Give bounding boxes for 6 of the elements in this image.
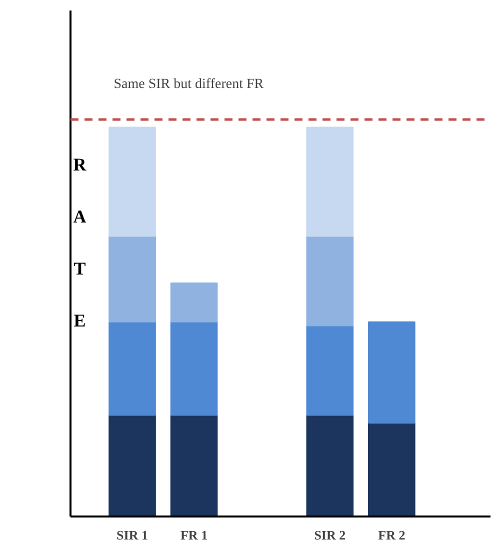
x-tick-label: SIR 2 bbox=[314, 528, 346, 542]
text: RATE bbox=[73, 154, 86, 331]
x-tick-label: SIR 1 bbox=[116, 528, 148, 542]
x-tick-label: FR 1 bbox=[180, 528, 208, 542]
x-tick-label: FR 2 bbox=[378, 528, 406, 542]
ref-line-label: Same SIR but different FR bbox=[114, 77, 264, 92]
